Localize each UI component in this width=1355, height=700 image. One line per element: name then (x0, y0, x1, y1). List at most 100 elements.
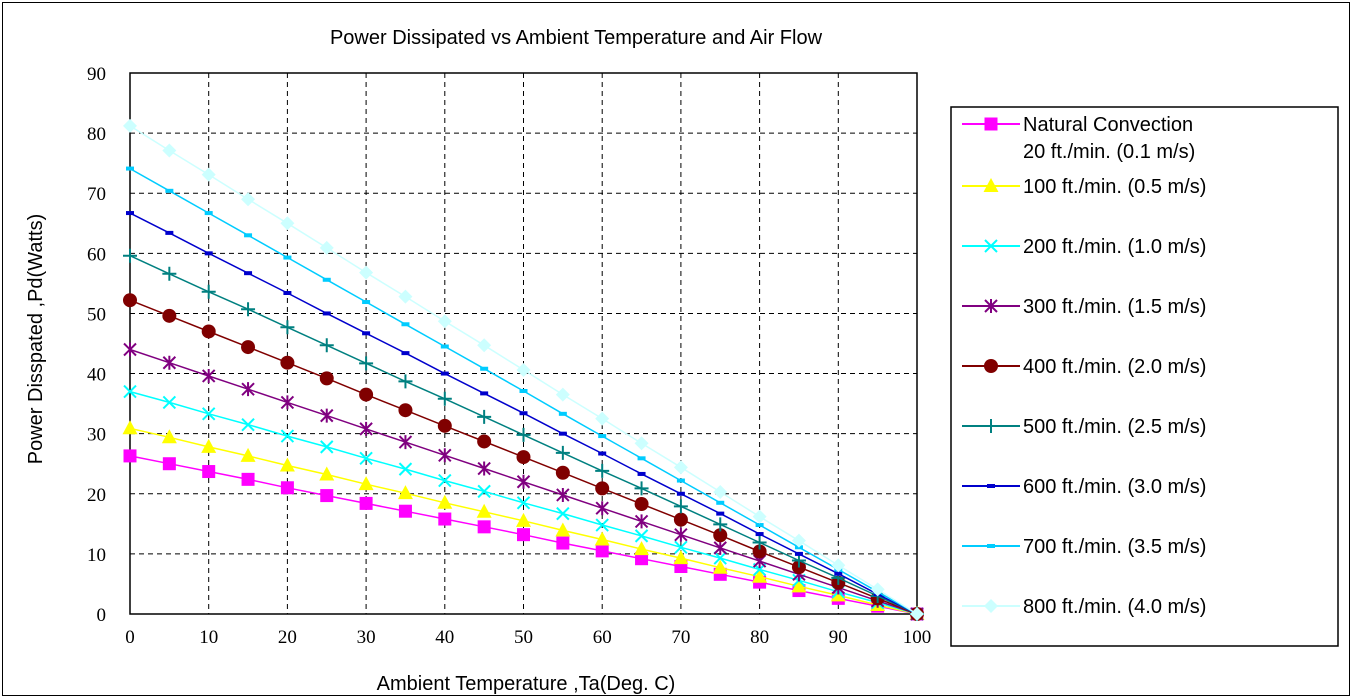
legend-label: Natural Convection (1023, 114, 1193, 136)
y-tick-label: 30 (87, 425, 106, 446)
data-point (673, 550, 689, 565)
data-point (635, 552, 649, 566)
data-point (755, 532, 764, 537)
legend-item: Natural Convection 20 ft./min. (0.1 m/s) (962, 114, 1195, 163)
data-point (713, 528, 728, 543)
x-tick-label: 80 (750, 627, 769, 648)
data-point (162, 395, 177, 410)
x-tick-label: 0 (125, 627, 135, 648)
legend-label: 800 ft./min. (4.0 m/s) (1023, 596, 1206, 618)
legend-label: 20 ft./min. (0.1 m/s) (1023, 141, 1195, 163)
chart-title: Power Dissipated vs Ambient Temperature … (330, 27, 823, 49)
legend-item: 500 ft./min. (2.5 m/s) (962, 416, 1206, 438)
data-point (123, 248, 137, 263)
data-point (241, 340, 256, 355)
data-point (634, 496, 649, 511)
data-point (516, 427, 531, 442)
legend-label: 100 ft./min. (0.5 m/s) (1023, 176, 1206, 198)
data-point (201, 438, 217, 453)
data-point (437, 314, 452, 329)
data-point (398, 462, 413, 476)
y-tick-labels: 0 10 20 30 40 50 60 70 80 90 (87, 64, 106, 626)
x-tick-label: 90 (829, 627, 848, 648)
data-point (480, 391, 489, 396)
data-point (241, 382, 255, 397)
data-point (595, 463, 610, 478)
legend-item: 800 ft./min. (4.0 m/s) (962, 596, 1206, 618)
x-tick-label: 70 (671, 627, 690, 648)
data-point (241, 302, 256, 317)
data-point (437, 494, 453, 509)
data-point (280, 429, 295, 443)
data-point (240, 447, 256, 462)
y-tick-label: 50 (87, 304, 106, 325)
data-point (598, 451, 607, 456)
data-point (322, 311, 331, 316)
data-point (397, 485, 413, 500)
data-point (319, 338, 334, 353)
legend-swatch-marker (987, 544, 995, 548)
legend-item: 400 ft./min. (2.0 m/s) (962, 356, 1206, 378)
data-point (558, 411, 567, 416)
data-point (204, 251, 213, 256)
data-point (162, 308, 177, 323)
legend-item: 200 ft./min. (1.0 m/s) (962, 236, 1206, 258)
data-point (204, 211, 213, 216)
data-point (676, 491, 685, 496)
data-point (126, 166, 134, 171)
data-point (162, 457, 176, 471)
legend-item: 300 ft./min. (1.5 m/s) (962, 296, 1206, 318)
data-point (637, 471, 646, 476)
x-tick-label: 60 (593, 627, 612, 648)
data-point (713, 551, 727, 565)
data-point (637, 456, 646, 461)
data-point (556, 506, 570, 521)
data-point (673, 460, 688, 475)
data-point (280, 395, 295, 410)
data-point (595, 481, 610, 496)
y-tick-label: 90 (87, 64, 106, 85)
x-tick-label: 100 (903, 627, 932, 648)
data-point (165, 188, 174, 193)
data-point (123, 449, 137, 463)
data-point (283, 255, 292, 260)
data-point (791, 578, 807, 593)
data-point (244, 233, 253, 238)
data-point (319, 240, 334, 255)
legend-label: 200 ft./min. (1.0 m/s) (1023, 236, 1206, 258)
data-point (359, 496, 373, 510)
y-tick-label: 80 (87, 124, 106, 145)
data-point (477, 461, 491, 476)
data-point (280, 481, 294, 495)
data-point (398, 403, 413, 418)
legend-label: 300 ft./min. (1.5 m/s) (1023, 296, 1206, 318)
legend-item: 700 ft./min. (3.5 m/s) (962, 536, 1206, 558)
data-point (241, 192, 256, 207)
data-point (476, 503, 492, 518)
y-axis-label: Power Disspated ,Pd(Watts) (25, 214, 47, 464)
x-tick-label: 40 (435, 627, 454, 648)
data-point (752, 535, 767, 550)
data-point (319, 466, 335, 481)
series-3 (123, 384, 924, 621)
data-point (322, 277, 331, 282)
data-point (752, 568, 768, 583)
data-point (634, 541, 650, 556)
data-point (398, 374, 413, 389)
data-point (162, 355, 177, 370)
data-point (716, 500, 725, 505)
data-point (713, 484, 728, 499)
y-tick-label: 60 (87, 244, 106, 265)
y-tick-label: 0 (97, 605, 107, 626)
data-point (755, 523, 764, 528)
data-point (558, 431, 567, 436)
data-point (201, 407, 216, 421)
data-point (516, 496, 531, 510)
data-point (477, 434, 492, 449)
data-point (595, 501, 609, 516)
data-point (283, 291, 292, 296)
data-point (834, 571, 843, 576)
data-point (870, 582, 885, 597)
data-point (244, 271, 253, 276)
